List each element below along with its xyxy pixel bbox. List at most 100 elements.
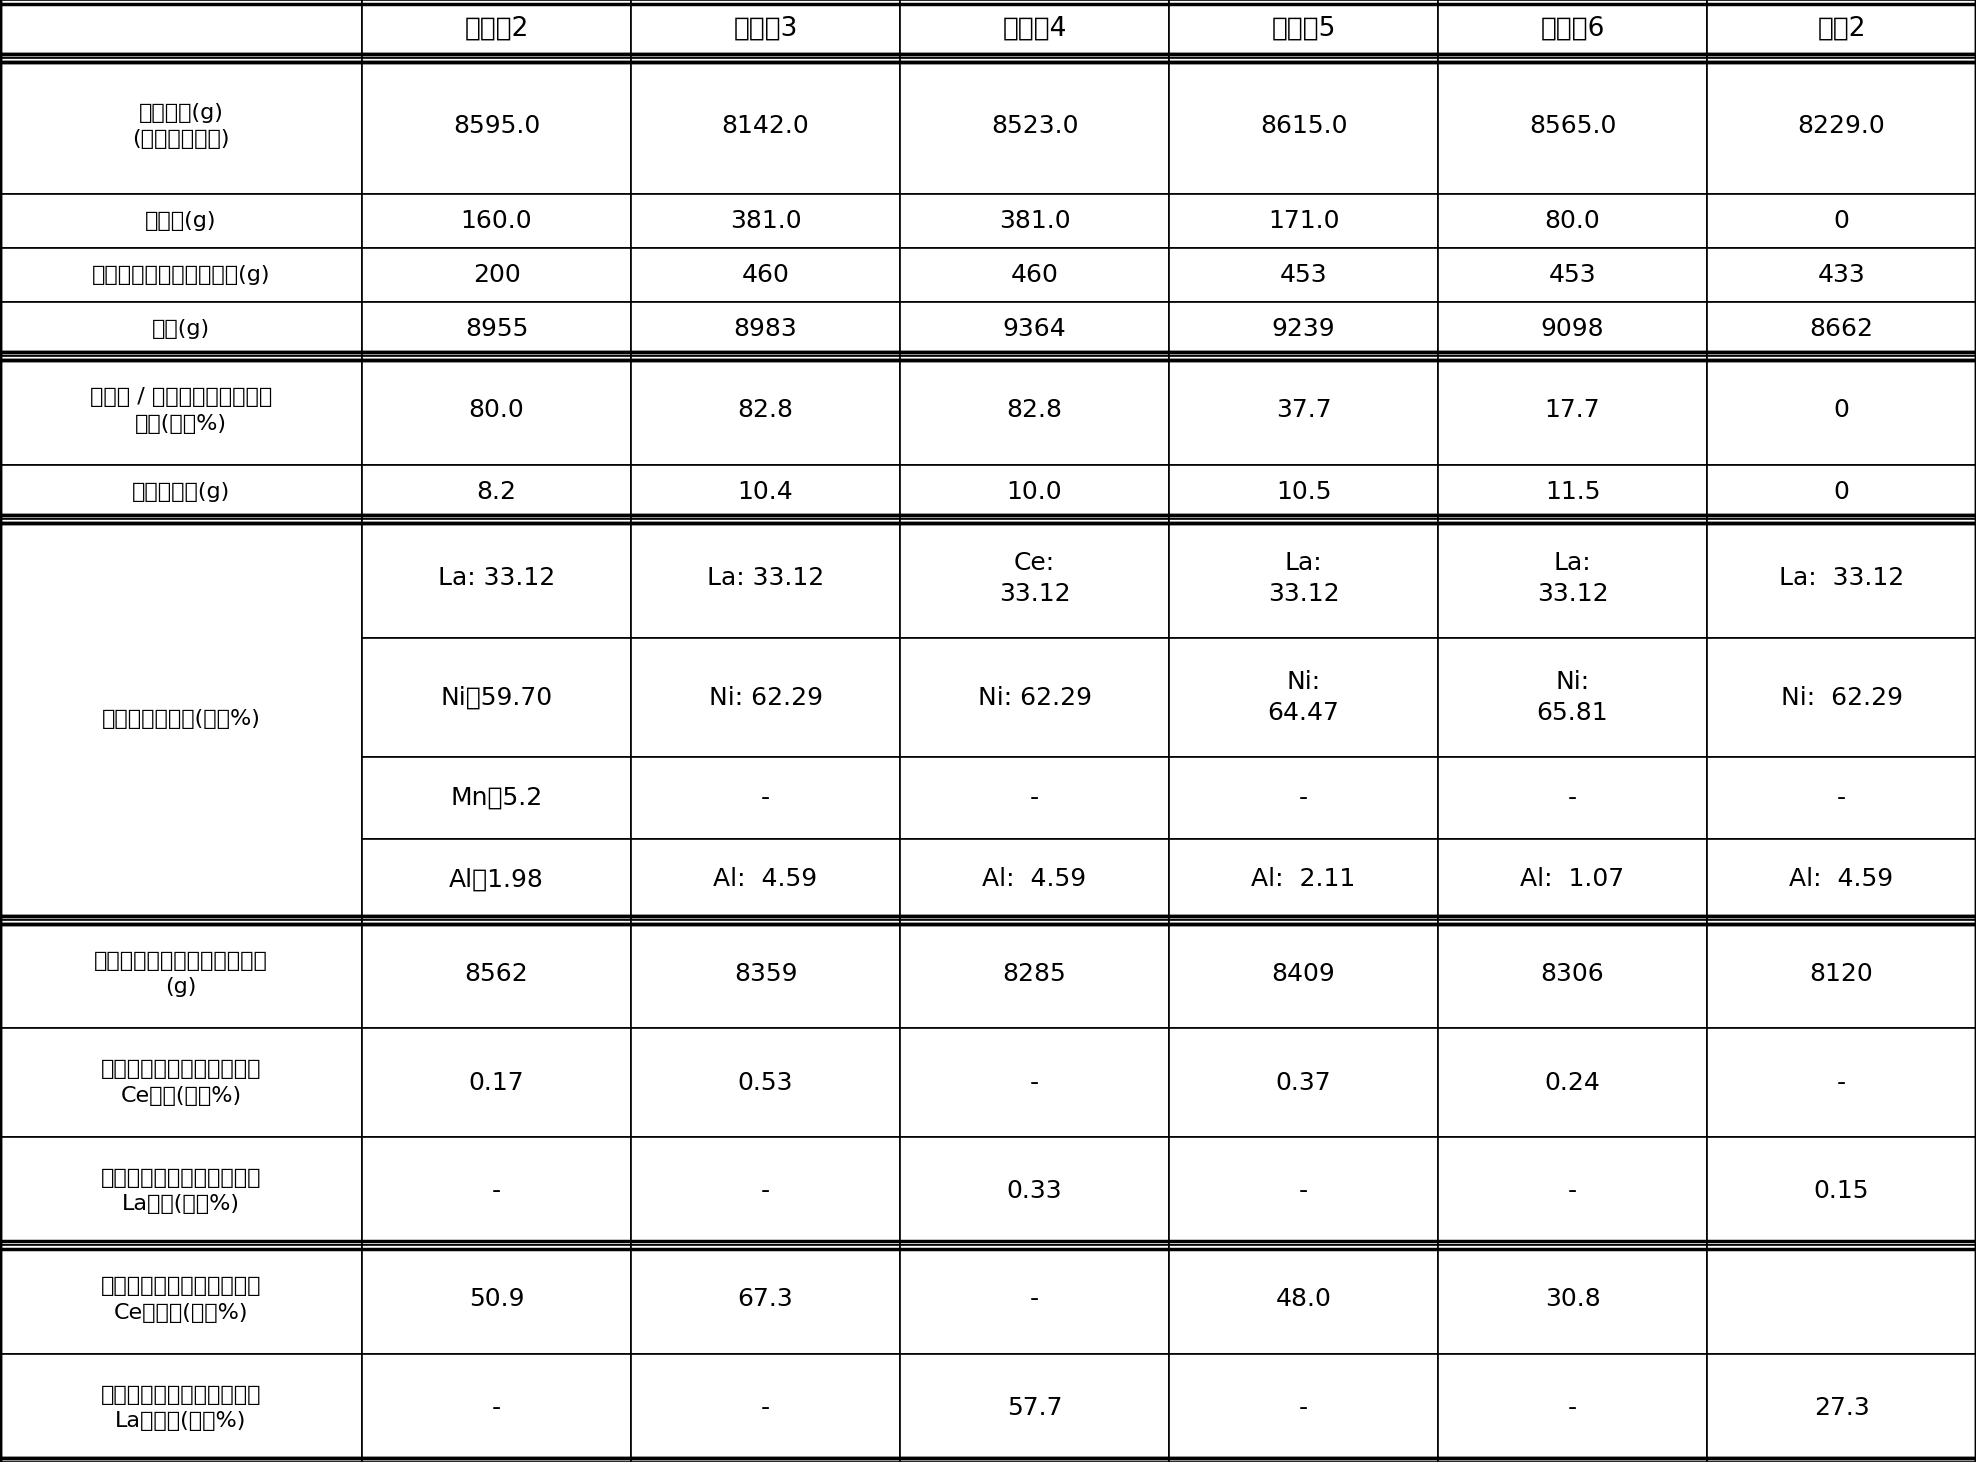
Bar: [1707, 757, 1976, 839]
Text: 460: 460: [1010, 263, 1059, 287]
Bar: [1439, 637, 1707, 757]
Text: 57.7: 57.7: [1006, 1396, 1063, 1420]
Bar: [0, 519, 362, 920]
Text: 实施失4: 实施失4: [1002, 16, 1067, 42]
Bar: [630, 757, 899, 839]
Bar: [1707, 1246, 1976, 1354]
Text: -: -: [1298, 787, 1308, 810]
Text: 8359: 8359: [733, 962, 796, 987]
Text: 8565.0: 8565.0: [1529, 114, 1616, 137]
Text: Ni:  62.29: Ni: 62.29: [1780, 686, 1903, 709]
Text: 8662: 8662: [1810, 317, 1873, 341]
Text: 8983: 8983: [733, 317, 798, 341]
Bar: [1439, 303, 1707, 357]
Bar: [630, 58, 899, 193]
Text: 粒状铝(g): 粒状铝(g): [146, 211, 217, 231]
Bar: [1707, 0, 1976, 58]
Bar: [899, 1137, 1170, 1246]
Bar: [0, 247, 362, 303]
Text: 9098: 9098: [1541, 317, 1605, 341]
Text: 0.37: 0.37: [1276, 1070, 1332, 1095]
Text: 8562: 8562: [464, 962, 528, 987]
Bar: [362, 1137, 630, 1246]
Bar: [0, 0, 362, 58]
Bar: [899, 839, 1170, 920]
Text: Ni: 62.29: Ni: 62.29: [709, 686, 822, 709]
Bar: [630, 519, 899, 637]
Text: 48.0: 48.0: [1276, 1288, 1332, 1311]
Text: 铝箔的质量(g): 铝箔的质量(g): [132, 481, 229, 501]
Text: 经处理的负极主体回收物(g): 经处理的负极主体回收物(g): [91, 265, 271, 285]
Text: 经处理的负极主体回收物的
La溶解率(质量%): 经处理的负极主体回收物的 La溶解率(质量%): [101, 1385, 261, 1431]
Bar: [630, 1028, 899, 1137]
Bar: [0, 465, 362, 519]
Text: -: -: [1838, 1070, 1846, 1095]
Text: -: -: [1029, 787, 1039, 810]
Bar: [1707, 247, 1976, 303]
Bar: [362, 1028, 630, 1137]
Bar: [1707, 1354, 1976, 1462]
Bar: [899, 757, 1170, 839]
Text: 8615.0: 8615.0: [1261, 114, 1348, 137]
Bar: [630, 303, 899, 357]
Bar: [1707, 920, 1976, 1028]
Text: 8142.0: 8142.0: [721, 114, 810, 137]
Text: 合金融液的组成(质量%): 合金融液的组成(质量%): [101, 709, 261, 730]
Text: 0.33: 0.33: [1006, 1178, 1063, 1203]
Text: -: -: [1567, 1178, 1577, 1203]
Bar: [1170, 0, 1439, 58]
Bar: [0, 1137, 362, 1246]
Text: 8120: 8120: [1810, 962, 1873, 987]
Text: 460: 460: [741, 263, 790, 287]
Bar: [1439, 0, 1707, 58]
Text: -: -: [1029, 1288, 1039, 1311]
Bar: [630, 357, 899, 465]
Text: -: -: [1567, 1396, 1577, 1420]
Bar: [0, 1246, 362, 1354]
Bar: [1439, 58, 1707, 193]
Bar: [1439, 465, 1707, 519]
Text: La:
33.12: La: 33.12: [1269, 551, 1340, 607]
Bar: [362, 757, 630, 839]
Bar: [0, 58, 362, 193]
Bar: [362, 839, 630, 920]
Bar: [1439, 839, 1707, 920]
Text: 0.15: 0.15: [1814, 1178, 1869, 1203]
Text: 0: 0: [1834, 398, 1850, 423]
Bar: [1170, 1137, 1439, 1246]
Text: 经处理的负极主体回收物的
Ce溶解率(质量%): 经处理的负极主体回收物的 Ce溶解率(质量%): [101, 1276, 261, 1323]
Text: -: -: [761, 787, 771, 810]
Bar: [899, 1028, 1170, 1137]
Bar: [630, 839, 899, 920]
Bar: [899, 247, 1170, 303]
Text: 37.7: 37.7: [1276, 398, 1332, 423]
Text: 27.3: 27.3: [1814, 1396, 1869, 1420]
Bar: [630, 1246, 899, 1354]
Bar: [1439, 757, 1707, 839]
Text: 200: 200: [472, 263, 520, 287]
Bar: [1170, 303, 1439, 357]
Bar: [1439, 1354, 1707, 1462]
Bar: [0, 357, 362, 465]
Text: La: 33.12: La: 33.12: [439, 566, 555, 591]
Text: 8306: 8306: [1541, 962, 1605, 987]
Bar: [1170, 465, 1439, 519]
Bar: [899, 920, 1170, 1028]
Bar: [899, 519, 1170, 637]
Text: 实施失2: 实施失2: [464, 16, 530, 42]
Bar: [362, 193, 630, 247]
Bar: [1707, 1028, 1976, 1137]
Text: 17.7: 17.7: [1545, 398, 1601, 423]
Bar: [1170, 920, 1439, 1028]
Bar: [899, 0, 1170, 58]
Bar: [630, 0, 899, 58]
Bar: [1707, 519, 1976, 637]
Bar: [630, 920, 899, 1028]
Text: 0: 0: [1834, 480, 1850, 504]
Text: 10.4: 10.4: [737, 480, 794, 504]
Bar: [0, 303, 362, 357]
Bar: [1170, 58, 1439, 193]
Bar: [1439, 247, 1707, 303]
Bar: [362, 465, 630, 519]
Bar: [1170, 637, 1439, 757]
